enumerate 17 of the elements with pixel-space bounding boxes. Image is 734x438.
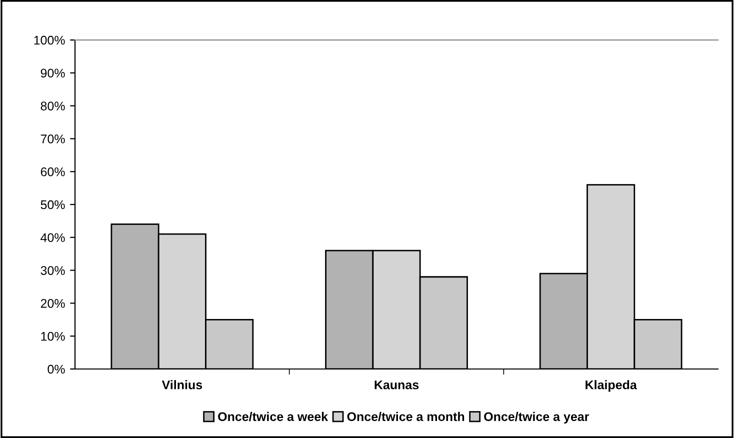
y-tick-label: 30% [40, 266, 65, 275]
x-tick-label: Vilnius [162, 380, 202, 390]
y-tick-label: 0% [48, 364, 65, 374]
legend-label: Once/twice a month [347, 412, 464, 422]
y-tick-label: 100% [34, 36, 65, 45]
legend-label: Once/twice a week [218, 412, 328, 422]
y-tick-label: 40% [40, 233, 65, 242]
y-tick-label: 90% [40, 68, 65, 78]
y-tick-label: 70% [40, 134, 65, 144]
x-tick-label: Klaipeda [586, 380, 637, 392]
y-tick-label: 80% [40, 102, 65, 110]
x-tick-label: Kaunas [374, 380, 419, 390]
y-tick-label: 10% [41, 332, 65, 341]
legend-label: Once/twice a year [484, 412, 590, 424]
y-tick-label: 50% [40, 200, 65, 210]
y-tick-label: 60% [40, 167, 65, 176]
y-tick-label: 20% [40, 299, 65, 308]
